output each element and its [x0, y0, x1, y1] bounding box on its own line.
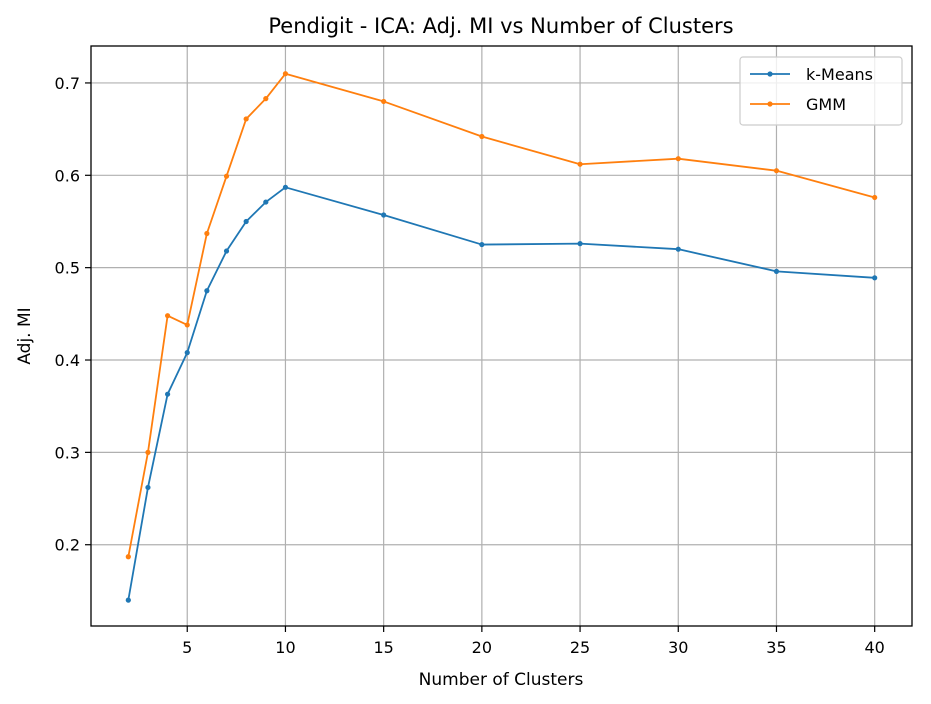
axis-ticks: 5 10 15 20 25 30 35 40 0.2 0.3 0.4 0.5 0.6 0.7: [55, 74, 885, 657]
legend-label-k-means: k-Means: [806, 65, 873, 84]
legend: k-Means GMM: [739, 56, 903, 126]
y-axis-label: Adj. MI: [15, 307, 35, 364]
x-tick-label: 5: [182, 638, 192, 657]
data-point-gmm: [243, 116, 249, 122]
data-point-gmm: [675, 156, 681, 162]
data-point-k-means: [223, 248, 230, 254]
data-point-gmm: [773, 168, 780, 174]
data-point-k-means: [125, 597, 131, 603]
legend-marker-gmm: [767, 101, 773, 107]
y-tick-label: 0.5: [55, 259, 80, 278]
data-point-k-means: [243, 218, 249, 225]
data-point-gmm: [479, 133, 485, 140]
x-tick-label: 40: [865, 638, 885, 657]
data-point-k-means: [872, 275, 878, 281]
y-tick-label: 0.2: [55, 536, 80, 555]
data-point-k-means: [165, 391, 171, 397]
x-axis-label: Number of Clusters: [419, 670, 584, 690]
data-point-gmm: [282, 71, 289, 77]
x-tick-label: 15: [373, 638, 393, 657]
data-point-gmm: [872, 194, 878, 201]
y-tick-label: 0.3: [55, 443, 80, 462]
data-point-k-means: [479, 241, 485, 248]
x-tick-label: 25: [570, 638, 590, 657]
data-point-gmm: [381, 98, 387, 105]
y-tick-label: 0.4: [55, 351, 80, 370]
data-point-k-means: [145, 484, 151, 491]
x-tick-label: 30: [668, 638, 688, 657]
data-point-gmm: [223, 173, 230, 179]
x-tick-label: 10: [275, 638, 295, 657]
y-tick-label: 0.6: [55, 166, 80, 185]
data-point-gmm: [204, 230, 210, 237]
x-tick-label: 35: [766, 638, 786, 657]
plot-frame: [90, 45, 913, 627]
data-point-k-means: [282, 184, 289, 190]
data-point-gmm: [577, 161, 583, 167]
data-point-gmm: [263, 96, 269, 102]
x-tick-label: 20: [472, 638, 492, 657]
grid-lines: [91, 46, 912, 626]
data-point-k-means: [184, 350, 190, 356]
legend-label-gmm: GMM: [806, 95, 846, 114]
data-point-gmm: [145, 449, 151, 455]
data-point-k-means: [263, 199, 269, 205]
chart-title: Pendigit - ICA: Adj. MI vs Number of Clu…: [268, 14, 733, 38]
data-point-k-means: [577, 241, 583, 247]
data-point-gmm: [165, 313, 171, 319]
y-tick-label: 0.7: [55, 74, 80, 93]
legend-marker-k-means: [767, 71, 773, 77]
data-point-k-means: [204, 288, 210, 294]
data-point-k-means: [773, 268, 780, 274]
data-point-k-means: [675, 246, 681, 252]
series-group: [125, 71, 878, 603]
data-point-gmm: [125, 554, 131, 560]
data-point-k-means: [381, 212, 387, 218]
data-point-gmm: [184, 322, 190, 328]
